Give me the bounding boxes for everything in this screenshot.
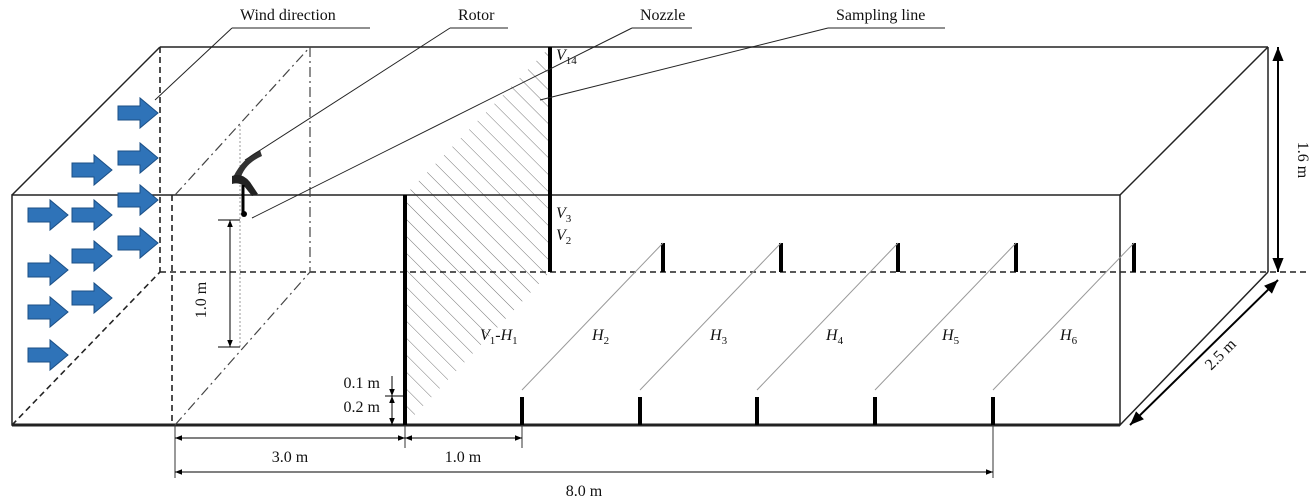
callout-label: Sampling line [836, 7, 925, 24]
callout-label: Rotor [458, 7, 495, 24]
label-text: V [480, 327, 492, 344]
dimension-label: 0.2 m [344, 399, 381, 416]
point-label: H5 [941, 327, 960, 347]
wind-arrow [27, 198, 69, 232]
wind-arrow [27, 338, 69, 372]
subscript: 3 [722, 335, 728, 347]
callout-label: Wind direction [240, 7, 336, 24]
posts [520, 242, 1136, 425]
edge [1119, 271, 1269, 426]
subscript: 14 [566, 55, 578, 67]
label-text: H [1059, 327, 1073, 344]
point-label: H6 [1059, 327, 1078, 347]
label-text: H [709, 327, 723, 344]
dimension-label: 0.1 m [344, 375, 381, 392]
dimension-label: 1.0 m [193, 281, 210, 318]
point-label: V1-H1 [480, 327, 518, 347]
subscript: 3 [566, 213, 572, 225]
dimensions [174, 47, 1284, 478]
label-text: H [825, 327, 839, 344]
rotor [232, 174, 258, 196]
dimension-label: 1.0 m [445, 449, 482, 466]
label-text: V [556, 205, 568, 222]
rotor-plane [174, 271, 311, 426]
wind-arrow [27, 295, 69, 329]
subscript: 4 [838, 335, 844, 347]
callouts: Wind direction Rotor Nozzle Sampling line [154, 7, 945, 219]
tunnel-box [11, 46, 1310, 478]
edge [1119, 46, 1269, 196]
wind-arrow [27, 253, 69, 287]
wind-arrows [27, 96, 159, 372]
label-text: V [556, 227, 568, 244]
sampling-plane [405, 47, 550, 425]
nozzle [241, 211, 247, 217]
label-text: -H [495, 327, 513, 344]
wind-arrow [71, 153, 113, 187]
leader-line [154, 27, 233, 101]
subscript: 1 [490, 335, 496, 347]
leader-line [539, 27, 829, 101]
dimension-label: 3.0 m [272, 449, 309, 466]
point-label: H4 [825, 327, 844, 347]
label-text: V [556, 47, 568, 64]
point-label: V14 [556, 47, 577, 67]
callout-label: Nozzle [640, 7, 685, 24]
point-label: V2 [556, 227, 571, 247]
rotor [232, 150, 262, 180]
label-text: H [941, 327, 955, 344]
subscript: 5 [954, 335, 960, 347]
subscript: 2 [566, 235, 572, 247]
diagonal [639, 242, 782, 391]
wind-arrow [71, 281, 113, 315]
point-label: H2 [591, 327, 609, 347]
edge [11, 271, 161, 426]
edge [11, 46, 161, 196]
dimension-label: 1.6 m [1294, 142, 1311, 179]
wind-arrow [117, 141, 159, 175]
wind-arrow [117, 226, 159, 260]
diagonal [756, 242, 899, 391]
wind-arrow [117, 96, 159, 130]
wind-arrow [71, 239, 113, 273]
dimension-label: 8.0 m [566, 483, 603, 500]
diagonal [521, 242, 664, 391]
rotor-plane [174, 46, 311, 196]
label-text: H [591, 327, 605, 344]
wind-arrow [71, 198, 113, 232]
point-label: V3 [556, 205, 572, 225]
diagonal [992, 242, 1135, 391]
subscript: 1 [512, 335, 518, 347]
subscript: 2 [604, 335, 610, 347]
point-label: H3 [709, 327, 728, 347]
diagonal [874, 242, 1017, 391]
dimension-label: 2.5 m [1202, 336, 1240, 374]
leader-line [244, 27, 451, 161]
leader-line [251, 27, 633, 219]
front-face [11, 194, 1121, 426]
subscript: 6 [1072, 335, 1078, 347]
wind-arrow [117, 183, 159, 217]
